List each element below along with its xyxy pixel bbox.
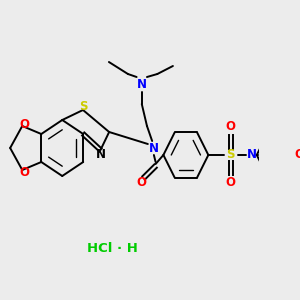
Text: O: O <box>19 166 29 178</box>
Text: N: N <box>149 142 159 154</box>
Text: O: O <box>19 118 29 130</box>
Text: S: S <box>80 100 88 113</box>
Text: N: N <box>247 148 256 161</box>
Text: HCl · H: HCl · H <box>87 242 138 254</box>
Text: N: N <box>96 148 106 160</box>
Text: O: O <box>226 121 236 134</box>
Text: S: S <box>226 148 235 161</box>
Text: O: O <box>137 176 147 190</box>
Text: N: N <box>137 77 147 91</box>
Text: O: O <box>226 176 236 190</box>
Text: O: O <box>294 148 300 161</box>
